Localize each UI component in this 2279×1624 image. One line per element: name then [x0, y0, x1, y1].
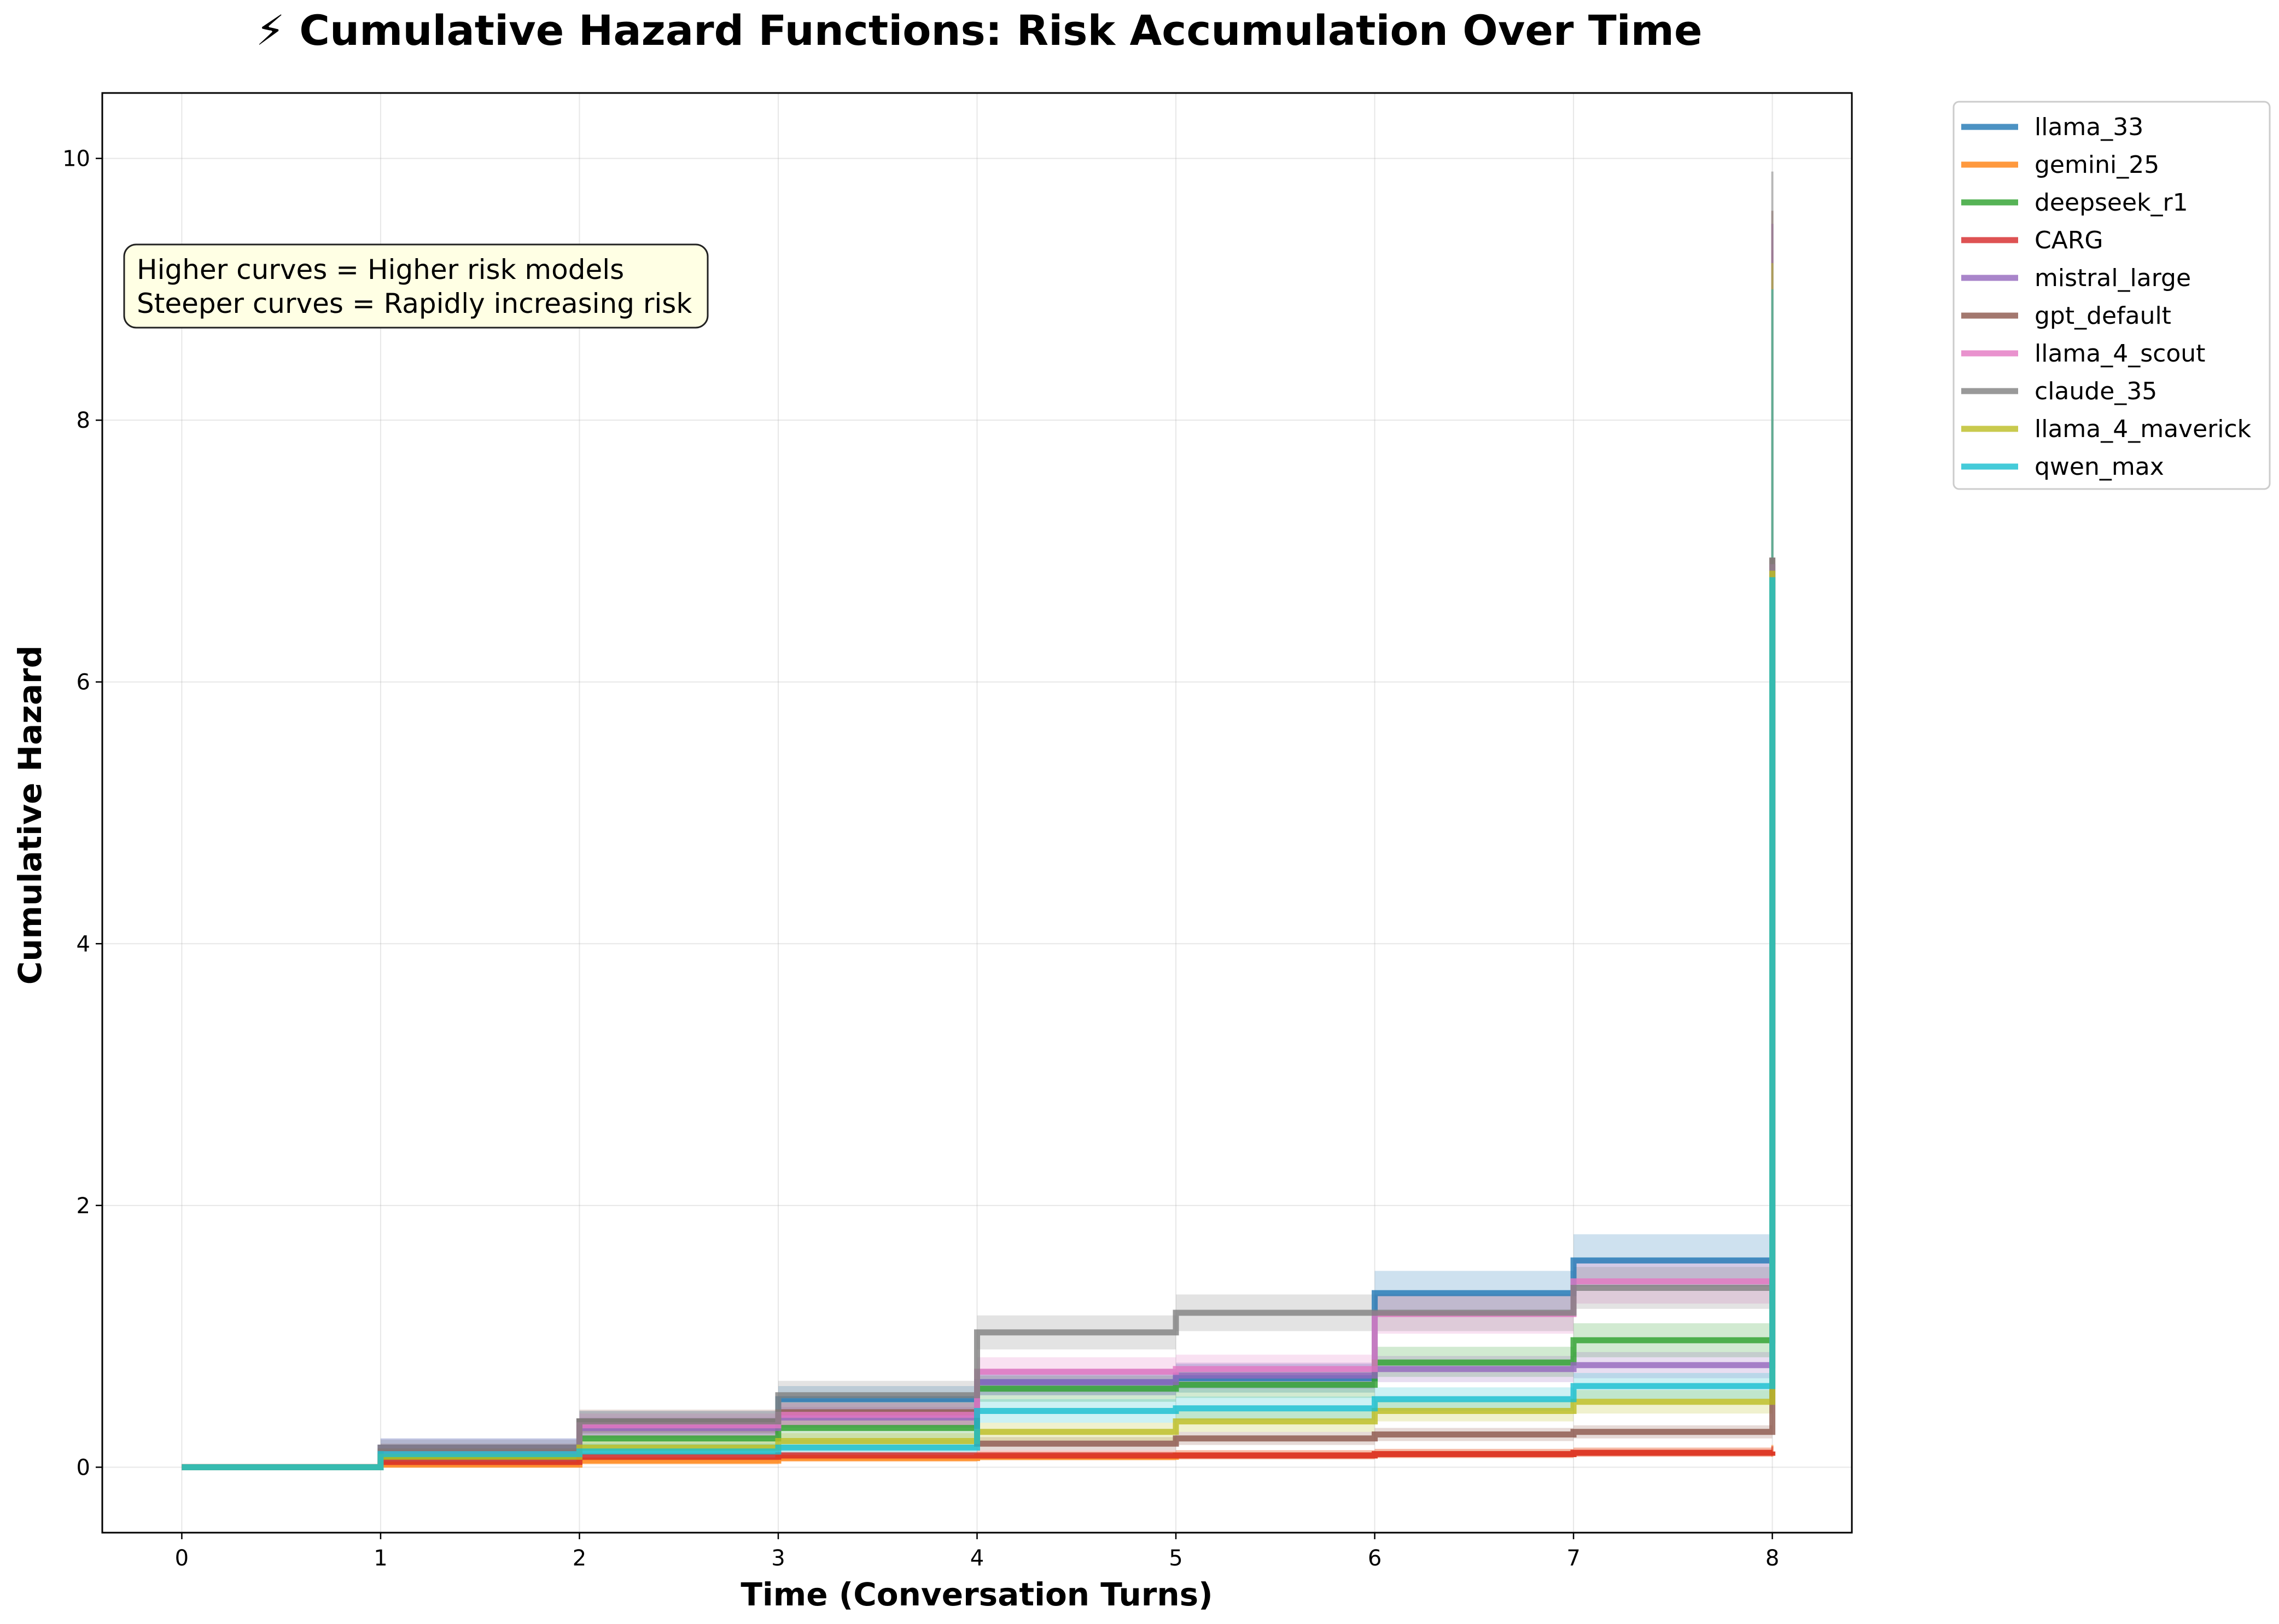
y-tick-label: 4 [77, 932, 90, 957]
series-line-qwen-max [182, 577, 1776, 1470]
x-tick-label: 0 [175, 1546, 189, 1571]
y-axis-label: Cumulative Hazard [11, 645, 49, 985]
annotation-box: Higher curves = Higher risk models Steep… [123, 243, 709, 329]
legend-label-deepseek-r1: deepseek_r1 [2035, 189, 2188, 217]
legend-label-qwen-max: qwen_max [2035, 453, 2164, 481]
series-lines [182, 557, 1776, 1470]
legend-label-llama-4-scout: llama_4_scout [2035, 340, 2205, 368]
x-tick-label: 5 [1169, 1546, 1182, 1571]
legend-label-gemini-25: gemini_25 [2035, 151, 2159, 179]
y-tick-label: 6 [77, 670, 90, 695]
legend-label-CARG: CARG [2035, 226, 2103, 254]
series-line-claude-35 [182, 557, 1776, 1470]
y-tick-label: 2 [77, 1194, 90, 1219]
x-axis-ticks: 0 1 2 3 4 5 6 7 8 [175, 1533, 1779, 1571]
x-axis-label: Time (Conversation Turns) [741, 1576, 1213, 1613]
y-tick-label: 8 [77, 408, 90, 433]
x-tick-label: 1 [374, 1546, 387, 1571]
legend-label-mistral-large: mistral_large [2035, 264, 2191, 292]
series-line-CARG [182, 1450, 1776, 1470]
x-tick-label: 6 [1368, 1546, 1382, 1571]
annotation-background [123, 243, 709, 329]
y-tick-label: 0 [77, 1455, 90, 1480]
x-tick-label: 7 [1566, 1546, 1580, 1571]
legend-frame [1952, 101, 2271, 490]
y-axis-ticks: 0 2 4 6 8 10 [62, 147, 102, 1480]
legend: llama_33 gemini_25 deepseek_r1 CARG mistral_… [1952, 101, 2271, 490]
x-tick-label: 2 [573, 1546, 586, 1571]
chart-title: ⚡ Cumulative Hazard Functions: Risk Accu… [255, 6, 1702, 55]
x-tick-label: 8 [1765, 1546, 1779, 1571]
y-tick-label: 10 [62, 147, 90, 172]
legend-label-llama-4-maverick: llama_4_maverick [2035, 415, 2252, 443]
legend-label-claude-35: claude_35 [2035, 377, 2157, 405]
annotation-line-2: Steeper curves = Rapidly increasing risk [137, 288, 692, 319]
annotation-line-1: Higher curves = Higher risk models [137, 254, 624, 286]
legend-label-gpt-default: gpt_default [2035, 302, 2171, 330]
legend-label-llama-33: llama_33 [2035, 113, 2143, 141]
x-tick-label: 4 [970, 1546, 984, 1571]
x-tick-label: 3 [771, 1546, 785, 1571]
